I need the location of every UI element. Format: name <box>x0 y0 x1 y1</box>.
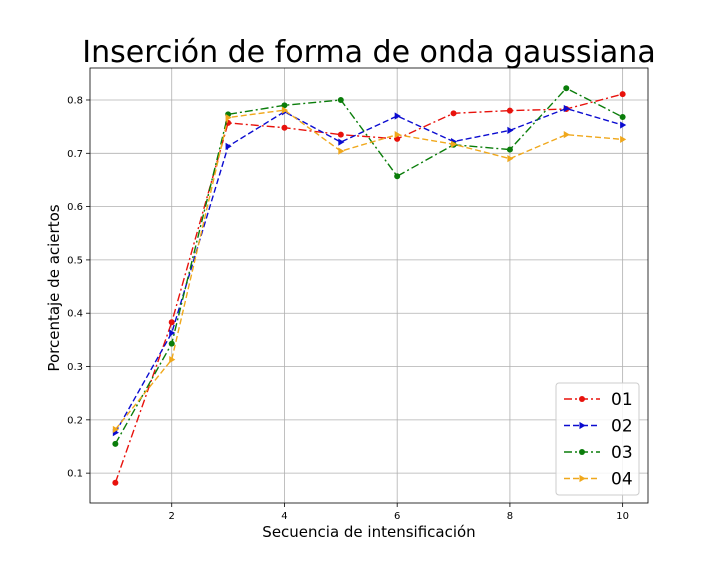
data-point <box>620 135 627 144</box>
series-04 <box>112 106 627 434</box>
data-point <box>394 131 401 139</box>
legend-label-01: 01 <box>611 390 633 410</box>
legend-label-03: 03 <box>611 443 633 463</box>
data-point <box>338 147 345 155</box>
series-line-02 <box>114 107 623 433</box>
legend-marker-03 <box>579 449 585 455</box>
x-tick-label: 2 <box>169 511 175 522</box>
x-tick-label: 10 <box>616 511 629 522</box>
y-tick-label: 0.6 <box>67 202 83 213</box>
legend-marker-02 <box>579 421 586 430</box>
y-tick-label: 0.1 <box>67 469 83 480</box>
legend: 01 02 03 04 <box>555 382 640 496</box>
y-axis-label: Porcentaje de aciertos <box>45 204 63 371</box>
y-tick-label: 0.8 <box>67 95 83 106</box>
legend-marker-04 <box>579 474 586 483</box>
data-point <box>112 425 119 434</box>
data-point <box>507 126 514 134</box>
y-tick-label: 0.2 <box>67 415 83 426</box>
data-point <box>169 355 176 364</box>
data-point <box>507 155 514 163</box>
data-point <box>112 479 119 486</box>
legend-label-02: 02 <box>611 417 633 437</box>
y-tick-label: 0.7 <box>67 149 83 160</box>
y-tick-label: 0.3 <box>67 362 83 373</box>
series-01 <box>112 91 626 486</box>
x-tick-label: 8 <box>507 511 513 522</box>
series-03 <box>112 85 626 447</box>
series-line-04 <box>114 109 623 430</box>
plot-frame <box>89 67 649 504</box>
data-point <box>169 329 176 337</box>
data-point <box>563 131 570 139</box>
data-point <box>281 102 288 109</box>
data-point <box>281 106 289 114</box>
data-point <box>225 142 232 150</box>
x-tick-label: 4 <box>281 511 287 522</box>
data-point <box>225 113 232 122</box>
data-point <box>620 121 627 129</box>
data-point <box>506 146 513 153</box>
data-point <box>112 440 119 447</box>
data-point <box>168 340 175 347</box>
y-tick-label: 0.4 <box>67 309 83 320</box>
legend-label-04: 04 <box>611 470 633 490</box>
series-line-03 <box>114 87 623 445</box>
data-point <box>168 319 175 326</box>
data-point <box>337 96 344 103</box>
data-point <box>563 85 570 92</box>
data-point <box>394 173 401 180</box>
legend-marker-01 <box>579 396 585 402</box>
data-point <box>619 91 626 98</box>
series-02 <box>112 104 627 437</box>
data-point <box>337 131 344 138</box>
data-point <box>563 104 570 113</box>
legend-box <box>555 382 640 496</box>
data-point <box>394 112 401 120</box>
data-point <box>450 110 457 117</box>
chart-title: Inserción de forma de onda gaussiana <box>82 35 655 70</box>
data-point <box>451 140 458 148</box>
data-point <box>619 114 626 121</box>
data-point <box>338 138 345 146</box>
plot-area: 2 4 6 8 10 0.1 0.2 0.3 0.4 0.5 0.6 0.7 0.8 <box>67 67 649 522</box>
series-line-01 <box>114 93 623 483</box>
data-point <box>281 124 288 131</box>
x-tick-label: 6 <box>394 511 400 522</box>
x-axis-label: Secuencia de intensificación <box>262 523 475 541</box>
y-tick-label: 0.5 <box>67 255 83 266</box>
data-point <box>506 107 513 114</box>
